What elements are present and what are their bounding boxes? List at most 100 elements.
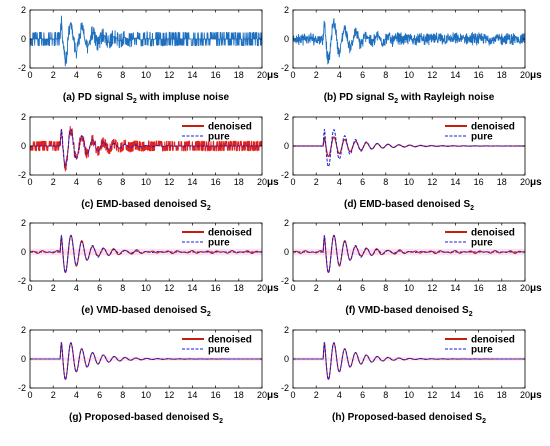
y-tick-label: 0 [21,34,26,44]
legend-label-pure: pure [208,238,230,249]
x-tick-label: 4 [337,390,342,400]
panel-caption: (h) Proposed-based denoised S2 [332,412,486,425]
x-tick-label: 14 [187,70,197,80]
x-tick-label: 8 [120,390,125,400]
x-tick-label: 2 [51,177,56,187]
legend-label-denoised: denoised [471,228,515,239]
x-tick-label: 16 [211,283,221,293]
x-tick-label: 10 [404,70,414,80]
x-tick-label: 12 [164,177,174,187]
x-tick-label: 20 [520,177,530,187]
x-tick-label: 2 [51,390,56,400]
x-tick-label: 6 [97,283,102,293]
x-tick-label: 20 [257,283,267,293]
x-tick-label: 12 [427,70,437,80]
x-tick-label: 2 [314,70,319,80]
plot-area [30,234,262,274]
x-tick-label: 18 [234,390,244,400]
x-tick-label: 6 [97,177,102,187]
x-tick-label: 4 [74,70,79,80]
y-tick-label: 0 [284,247,289,257]
x-tick-label: 4 [74,283,79,293]
x-unit-label: μs [530,283,542,294]
y-tick-label: 2 [21,218,26,228]
legend-label-pure: pure [208,132,230,143]
x-tick-label: 4 [337,177,342,187]
x-tick-label: 10 [141,283,151,293]
x-tick-label: 2 [314,177,319,187]
x-tick-label: 10 [141,177,151,187]
x-unit-label: μs [530,70,542,81]
panel-caption: (f) VMD-based denoised S2 [345,305,472,318]
x-tick-label: 6 [97,390,102,400]
panel-caption: (a) PD signal S2 with impluse noise [63,92,230,105]
y-tick-label: 0 [284,34,289,44]
plot-area [293,234,525,274]
x-tick-label: 6 [360,390,365,400]
x-tick-label: 16 [211,70,221,80]
y-tick-label: 2 [21,325,26,335]
x-tick-label: 12 [427,177,437,187]
y-tick-label: 0 [21,141,26,151]
x-tick-label: 18 [497,390,507,400]
x-tick-label: 18 [234,70,244,80]
x-tick-label: 2 [314,283,319,293]
x-tick-label: 0 [27,177,32,187]
x-tick-label: 20 [520,70,530,80]
x-tick-label: 14 [450,70,460,80]
y-tick-label: -2 [281,383,289,393]
x-tick-label: 14 [450,283,460,293]
x-tick-label: 8 [383,177,388,187]
x-tick-label: 18 [497,177,507,187]
x-unit-label: μs [267,70,279,81]
plot-area [30,342,262,381]
y-tick-label: -2 [18,383,26,393]
x-tick-label: 8 [120,283,125,293]
x-tick-label: 12 [427,390,437,400]
panel-caption: (e) VMD-based denoised S2 [81,305,211,318]
y-tick-label: 0 [21,247,26,257]
x-tick-label: 6 [360,70,365,80]
y-tick-label: -2 [18,63,26,73]
x-tick-label: 14 [187,283,197,293]
x-tick-label: 10 [404,390,414,400]
x-tick-label: 4 [337,283,342,293]
legend-label-denoised: denoised [208,228,252,239]
x-tick-label: 16 [211,177,221,187]
y-tick-label: -2 [281,276,289,286]
legend-label-pure: pure [471,132,493,143]
x-unit-label: μs [267,283,279,294]
x-tick-label: 20 [257,177,267,187]
x-tick-label: 10 [141,390,151,400]
x-tick-label: 4 [337,70,342,80]
x-tick-label: 2 [51,70,56,80]
y-tick-label: 2 [21,5,26,15]
x-tick-label: 14 [187,177,197,187]
y-tick-label: 0 [21,354,26,364]
y-tick-label: 2 [284,112,289,122]
x-tick-label: 0 [27,283,32,293]
x-tick-label: 0 [290,390,295,400]
x-tick-label: 0 [290,177,295,187]
x-tick-label: 8 [120,70,125,80]
x-tick-label: 16 [474,70,484,80]
y-tick-label: -2 [18,276,26,286]
x-tick-label: 2 [314,390,319,400]
x-tick-label: 20 [257,70,267,80]
series-noisy-signal [293,18,525,65]
y-tick-label: -2 [281,170,289,180]
y-tick-label: 0 [284,354,289,364]
x-tick-label: 12 [164,70,174,80]
x-tick-label: 20 [520,390,530,400]
y-tick-label: 0 [284,141,289,151]
x-tick-label: 0 [290,70,295,80]
x-tick-label: 2 [51,283,56,293]
legend-label-pure: pure [208,345,230,356]
x-tick-label: 16 [474,390,484,400]
